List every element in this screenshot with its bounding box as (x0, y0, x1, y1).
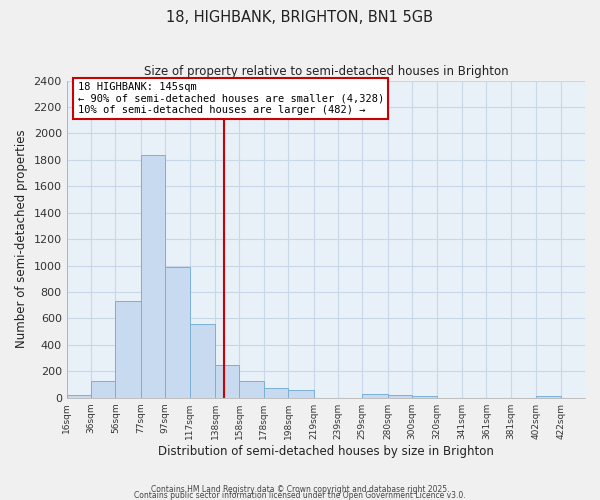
Bar (362, 394, 388, 398)
Bar (239, 380, 264, 398)
Text: Contains HM Land Registry data © Crown copyright and database right 2025.: Contains HM Land Registry data © Crown c… (151, 484, 449, 494)
Bar (388, 395, 412, 398)
Y-axis label: Number of semi-detached properties: Number of semi-detached properties (15, 130, 28, 348)
Bar (288, 390, 314, 398)
Bar (91, 380, 115, 398)
Text: Contains public sector information licensed under the Open Government Licence v3: Contains public sector information licen… (134, 490, 466, 500)
Bar (215, 364, 239, 398)
Bar (141, 154, 165, 398)
Bar (115, 301, 141, 398)
Title: Size of property relative to semi-detached houses in Brighton: Size of property relative to semi-detach… (143, 65, 508, 78)
Bar (412, 396, 437, 398)
Bar (67, 395, 91, 398)
X-axis label: Distribution of semi-detached houses by size in Brighton: Distribution of semi-detached houses by … (158, 444, 494, 458)
Text: 18 HIGHBANK: 145sqm
← 90% of semi-detached houses are smaller (4,328)
10% of sem: 18 HIGHBANK: 145sqm ← 90% of semi-detach… (77, 82, 384, 115)
Bar (190, 324, 215, 398)
Bar (264, 388, 288, 398)
Bar (536, 396, 560, 398)
Bar (165, 267, 190, 398)
Text: 18, HIGHBANK, BRIGHTON, BN1 5GB: 18, HIGHBANK, BRIGHTON, BN1 5GB (167, 10, 433, 25)
